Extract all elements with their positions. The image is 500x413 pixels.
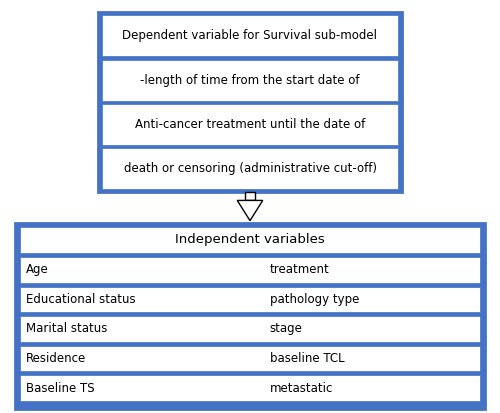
Bar [20, 375, 480, 401]
Bar [20, 227, 480, 253]
Text: baseline TCL: baseline TCL [270, 352, 344, 365]
Text: pathology type: pathology type [270, 293, 359, 306]
Bar [15, 223, 485, 409]
Polygon shape [238, 200, 262, 221]
Bar [20, 346, 480, 371]
Bar [20, 257, 480, 282]
Text: Age: Age [26, 263, 48, 276]
Text: Residence: Residence [26, 352, 86, 365]
Bar [244, 192, 256, 200]
Bar [20, 287, 480, 312]
Text: Dependent variable for Survival sub-model: Dependent variable for Survival sub-mode… [122, 29, 378, 43]
Text: Educational status: Educational status [26, 293, 135, 306]
Text: death or censoring (administrative cut-off): death or censoring (administrative cut-o… [124, 162, 376, 175]
Bar [102, 104, 398, 145]
Text: Marital status: Marital status [26, 323, 107, 335]
Bar [102, 15, 398, 57]
Text: metastatic: metastatic [270, 382, 333, 394]
Bar [20, 316, 480, 342]
Bar [102, 60, 398, 101]
Bar [102, 148, 398, 189]
Text: treatment: treatment [270, 263, 330, 276]
Text: Independent variables: Independent variables [175, 233, 325, 247]
Text: Anti-cancer treatment until the date of: Anti-cancer treatment until the date of [135, 118, 365, 131]
Bar [98, 12, 402, 192]
Text: -length of time from the start date of: -length of time from the start date of [140, 74, 360, 87]
Text: stage: stage [270, 323, 302, 335]
Text: Baseline TS: Baseline TS [26, 382, 94, 394]
